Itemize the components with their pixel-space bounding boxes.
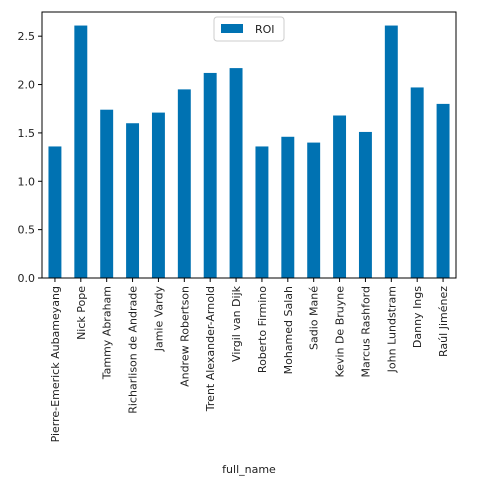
x-axis-title: full_name xyxy=(222,463,276,476)
y-axis: 0.0 0.5 1.0 1.5 2.0 2.5 xyxy=(18,30,42,285)
x-tick-label: Virgil van Dijk xyxy=(230,285,243,362)
x-tick-label: Sadio Mané xyxy=(308,286,321,350)
plot-frame xyxy=(41,11,457,279)
legend-label-roi: ROI xyxy=(255,23,275,36)
bar-14 xyxy=(410,87,424,279)
bar-7 xyxy=(229,68,243,278)
bar-6 xyxy=(203,72,217,279)
legend-box xyxy=(213,16,285,42)
x-axis: Pierre-Emerick Aubameyang Nick Pope Tammy … xyxy=(49,278,450,442)
bars-group xyxy=(48,25,450,279)
bar-5 xyxy=(177,89,191,278)
y-tick-label: 0.5 xyxy=(18,224,36,237)
x-tick-label: Marcus Rashford xyxy=(359,286,372,378)
x-tick-label: John Lundstram xyxy=(385,286,398,373)
bar-2 xyxy=(100,109,114,278)
y-tick-label: 2.0 xyxy=(18,79,36,92)
x-tick-label: Danny Ings xyxy=(411,286,424,348)
x-tick-label: Andrew Robertson xyxy=(178,286,191,387)
bar-3 xyxy=(126,123,140,279)
x-tick-label: Tammy Abraham xyxy=(101,286,114,380)
x-tick-label: Trent Alexander-Arnold xyxy=(204,286,217,412)
x-tick-label: Mohamed Salah xyxy=(282,286,295,374)
bar-1 xyxy=(74,25,88,278)
bar-10 xyxy=(307,142,321,278)
x-tick-label: Raúl Jiménez xyxy=(437,286,450,357)
bar-4 xyxy=(151,112,165,278)
bar-12 xyxy=(358,131,372,278)
x-tick-label: Jamie Vardy xyxy=(152,286,165,353)
y-tick-label: 0.0 xyxy=(18,272,36,285)
x-tick-label: Roberto Firmino xyxy=(256,286,269,373)
bar-9 xyxy=(281,136,295,278)
bar-0 xyxy=(48,146,62,278)
legend-swatch-roi xyxy=(221,24,243,33)
bar-13 xyxy=(384,25,398,278)
x-tick-label: Pierre-Emerick Aubameyang xyxy=(49,286,62,442)
bar-15 xyxy=(436,103,450,279)
bar-11 xyxy=(333,115,347,278)
y-tick-label: 2.5 xyxy=(18,30,36,43)
legend: ROI xyxy=(213,16,285,42)
x-tick-label: Kevin De Bruyne xyxy=(334,286,347,378)
bar-8 xyxy=(255,146,269,278)
x-tick-label: Nick Pope xyxy=(75,286,88,340)
y-tick-label: 1.0 xyxy=(18,175,36,188)
x-tick-label: Richarlison de Andrade xyxy=(127,286,140,414)
y-tick-label: 1.5 xyxy=(18,127,36,140)
